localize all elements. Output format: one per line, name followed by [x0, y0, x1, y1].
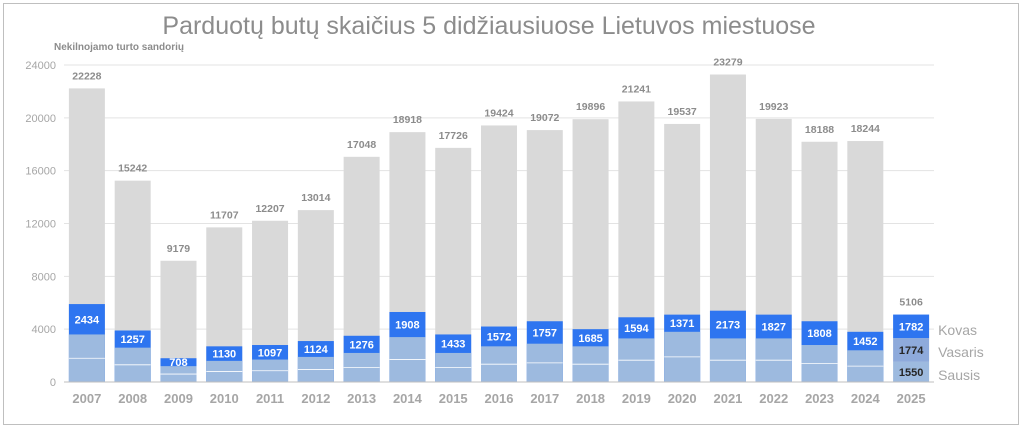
march-value-label: 1130: [212, 349, 236, 361]
kovas-segment: [893, 314, 930, 339]
legend-entry: Sausis: [938, 367, 980, 383]
vasaris-segment: [893, 338, 930, 362]
y-tick-label: 16000: [25, 166, 56, 178]
x-tick-label: 2010: [210, 391, 239, 406]
bars: [68, 74, 930, 383]
x-tick-label: 2017: [530, 391, 559, 406]
y-tick-label: 4000: [32, 324, 56, 336]
x-tick-label: 2014: [393, 391, 423, 406]
y-tick-label: 0: [50, 377, 56, 389]
x-tick-label: 2007: [72, 391, 101, 406]
total-value-label: 19537: [668, 106, 697, 118]
x-tick-label: 2021: [713, 391, 742, 406]
x-tick-label: 2020: [668, 391, 697, 406]
x-tick-label: 2008: [118, 391, 147, 406]
x-tick-label: 2024: [851, 391, 881, 406]
march-value-label: 1808: [807, 328, 831, 340]
march-value-label: 1572: [487, 331, 511, 343]
march-value-label: 1908: [395, 320, 419, 332]
total-value-label: 12207: [255, 203, 284, 215]
march-value-label: 2173: [716, 320, 740, 332]
data-labels: 22228 2434 15242 1257 9179 708 11707 1130 12207 1…: [72, 57, 924, 379]
march-value-label: 708: [169, 357, 187, 369]
x-tick-label: 2022: [759, 391, 788, 406]
x-tick-label: 2016: [485, 391, 514, 406]
x-tick-label: 2025: [897, 391, 926, 406]
legend-entry: Kovas: [938, 322, 977, 338]
march-value-label: 1685: [578, 333, 602, 345]
y-tick-label: 24000: [25, 60, 56, 72]
march-value-label: 1452: [853, 336, 877, 348]
march-value-label: 1757: [533, 327, 557, 339]
total-value-label: 21241: [622, 83, 651, 95]
march-value-label: 1124: [304, 344, 329, 356]
x-tick-label: 2009: [164, 391, 193, 406]
segment-value-label: 1550: [899, 367, 923, 379]
x-tick-label: 2013: [347, 391, 376, 406]
total-value-label: 19896: [576, 101, 605, 113]
x-tick-label: 2015: [439, 391, 468, 406]
total-value-label: 23279: [713, 57, 742, 69]
total-value-label: 17048: [347, 139, 376, 151]
total-value-label: 19923: [759, 101, 788, 113]
x-tick-label: 2012: [301, 391, 330, 406]
x-tick-label: 2018: [576, 391, 605, 406]
march-value-label: 1433: [441, 339, 465, 351]
total-value-label: 15242: [118, 163, 147, 175]
chart-title: Parduotų butų skaičius 5 didžiausiuose L…: [162, 12, 815, 40]
y-tick-label: 8000: [32, 271, 56, 283]
x-tick-label: 2011: [256, 391, 284, 406]
total-value-label: 9179: [167, 243, 191, 255]
total-value-label: 18244: [851, 123, 880, 135]
march-value-label: 2434: [75, 314, 100, 326]
total-value-label: 19424: [484, 107, 513, 119]
total-value-label: 17726: [439, 130, 468, 142]
total-value-label: 11707: [210, 209, 239, 221]
march-value-label: 1594: [624, 323, 649, 335]
march-value-label: 1097: [258, 347, 282, 359]
chart-frame: Parduotų butų skaičius 5 didžiausiuose L…: [3, 3, 1019, 425]
march-value-label: 1827: [761, 322, 785, 334]
x-tick-label: 2019: [622, 391, 651, 406]
march-value-label: 1371: [670, 318, 694, 330]
total-value-label: 18918: [393, 114, 422, 126]
y-tick-label: 12000: [25, 219, 56, 231]
bar-chart: Parduotų butų skaičius 5 didžiausiuose L…: [25, 12, 984, 406]
legend-entry: Vasaris: [938, 344, 984, 360]
sausis-segment: [893, 361, 930, 382]
segment-value-label: 1774: [899, 345, 924, 357]
total-value-label: 13014: [301, 192, 330, 204]
y-tick-label: 20000: [25, 113, 56, 125]
march-value-label: 1276: [349, 339, 373, 351]
total-value-label: 19072: [530, 112, 559, 124]
axes: 0 4000 8000 12000 16000 20000 24000 2007 2008 200…: [25, 60, 934, 406]
total-value-label: 22228: [72, 70, 101, 82]
y-axis-label: Nekilnojamo turto sandorių: [54, 42, 184, 53]
total-value-label: 5106: [899, 297, 923, 309]
march-value-label: 1782: [899, 321, 923, 333]
legend: Kovas Vasaris Sausis: [938, 322, 984, 383]
total-value-label: 18188: [805, 124, 834, 136]
march-value-label: 1257: [120, 334, 144, 346]
x-tick-label: 2023: [805, 391, 834, 406]
